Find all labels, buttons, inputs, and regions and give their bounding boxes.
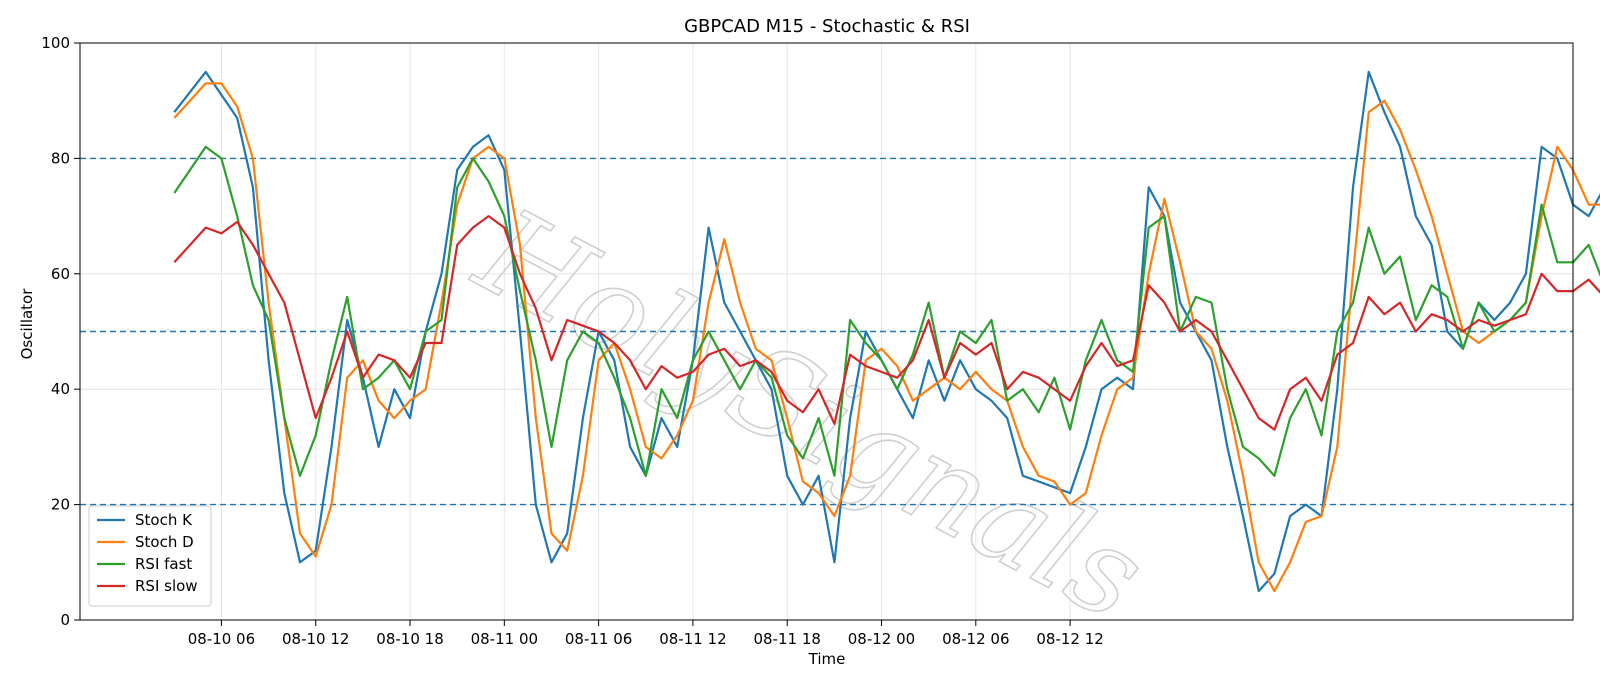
series-line-rsi-slow <box>173 215 1600 431</box>
chart-title: GBPCAD M15 - Stochastic & RSI <box>684 16 970 37</box>
y-axis: 0 20 40 60 80 100 <box>41 34 80 629</box>
legend: Stoch K Stoch D RSI fast RSI slow <box>88 505 212 607</box>
x-tick-label: 08-11 06 <box>565 630 632 648</box>
series-line-stoch-k <box>173 70 1600 593</box>
x-tick-label: 08-12 00 <box>848 630 915 648</box>
y-axis-label: Oscillator <box>18 288 36 360</box>
x-tick-label: 08-10 12 <box>282 630 349 648</box>
x-tick-label: 08-11 18 <box>753 630 820 648</box>
series-layer <box>173 70 1600 593</box>
x-axis-label: Time <box>808 650 846 668</box>
y-tick-label: 100 <box>41 34 70 52</box>
x-tick-label: 08-11 00 <box>471 630 538 648</box>
y-tick-label: 0 <box>60 611 70 629</box>
x-tick-label: 08-10 06 <box>188 630 255 648</box>
y-tick-label: 20 <box>51 496 70 514</box>
x-tick-label: 08-12 06 <box>942 630 1009 648</box>
legend-label: Stoch D <box>135 533 194 551</box>
legend-label: RSI fast <box>135 555 192 573</box>
plot-frame <box>79 42 1574 621</box>
y-tick-label: 80 <box>51 149 70 167</box>
series-line-rsi-fast <box>173 145 1600 477</box>
x-tick-label: 08-10 18 <box>376 630 443 648</box>
series-line-stoch-d <box>173 82 1600 593</box>
x-tick-label: 08-11 12 <box>659 630 726 648</box>
legend-label: RSI slow <box>135 577 198 595</box>
legend-box <box>88 505 212 607</box>
x-tick-label: 08-12 12 <box>1036 630 1103 648</box>
legend-label: Stoch K <box>135 511 193 529</box>
y-tick-label: 60 <box>51 265 70 283</box>
y-tick-label: 40 <box>51 380 70 398</box>
x-axis: 08-10 06 08-10 12 08-10 18 08-11 00 08-11 06… <box>188 620 1104 648</box>
